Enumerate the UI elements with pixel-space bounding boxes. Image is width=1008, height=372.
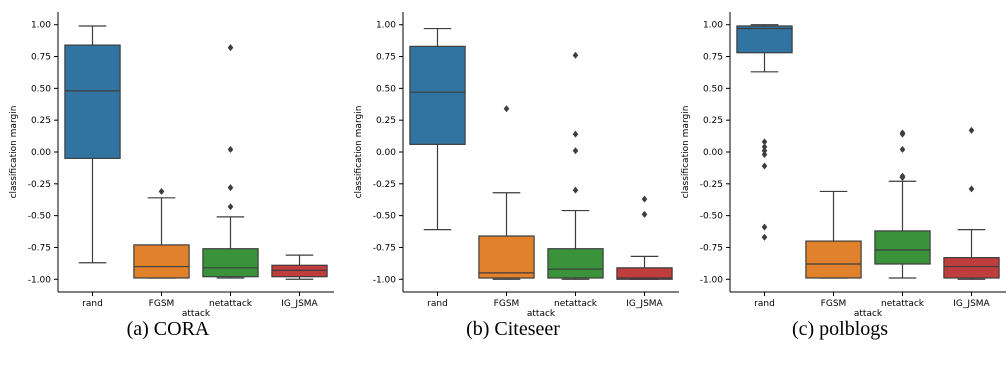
y-tick-label: -0.25 bbox=[700, 180, 723, 190]
outlier-point bbox=[641, 210, 648, 218]
panel-caption: (c) polblogs bbox=[791, 318, 889, 340]
x-tick-label: FGSM bbox=[821, 299, 847, 309]
panel-polblogs: 1.00 0.75 0.50 0.25 0.00 -0.25 -0.50 -0.75 -1.00… bbox=[672, 0, 1008, 372]
y-tick-label: 0.25 bbox=[31, 116, 51, 126]
y-tick-label: 0.75 bbox=[703, 53, 723, 63]
y-tick-label: 1.00 bbox=[31, 21, 51, 31]
outlier-point bbox=[968, 126, 975, 134]
boxplot-chart: 1.00 0.75 0.50 0.25 0.00 -0.25 -0.50 -0.75 -1.00… bbox=[681, 12, 1006, 319]
outlier-point bbox=[761, 150, 768, 159]
outlier-point bbox=[761, 233, 768, 241]
outlier-point bbox=[968, 185, 975, 193]
y-tick-label: 0.75 bbox=[376, 53, 396, 63]
outlier-point bbox=[572, 51, 579, 59]
x-tick-label: netattack bbox=[554, 299, 598, 309]
y-tick-label: 1.00 bbox=[376, 21, 396, 31]
y-tick-label: -0.25 bbox=[373, 180, 396, 190]
box bbox=[616, 267, 673, 280]
y-tick-label: -0.75 bbox=[28, 243, 51, 253]
outlier-point bbox=[227, 44, 234, 52]
box bbox=[943, 257, 1000, 279]
x-tick-label: IG_JSMA bbox=[953, 299, 990, 309]
x-tick-label: rand bbox=[754, 299, 775, 309]
x-axis-label: attack bbox=[182, 309, 211, 319]
outlier-point bbox=[761, 138, 768, 146]
y-tick-label: 0.75 bbox=[31, 53, 51, 63]
x-tick-label: netattack bbox=[209, 299, 253, 309]
outlier-point bbox=[761, 223, 768, 231]
panel-cora: 1.00 0.75 0.50 0.25 0.00 -0.25 -0.50 -0.75 -1.00… bbox=[0, 0, 336, 372]
x-tick-label: IG_JSMA bbox=[626, 299, 663, 309]
box bbox=[736, 25, 793, 54]
outlier-point bbox=[761, 143, 768, 151]
box bbox=[409, 45, 466, 145]
outlier-point bbox=[158, 187, 165, 196]
outlier-point bbox=[761, 147, 768, 155]
boxplot-chart: 1.00 0.75 0.50 0.25 0.00 -0.25 -0.50 -0.75 -1.00… bbox=[354, 12, 679, 319]
box bbox=[874, 230, 931, 265]
box bbox=[547, 248, 604, 279]
panel-caption: (a) CORA bbox=[126, 318, 210, 340]
x-tick-label: rand bbox=[82, 299, 103, 309]
panel-citeseer: 1.00 0.75 0.50 0.25 0.00 -0.25 -0.50 -0.75 -1.00… bbox=[345, 0, 681, 372]
outlier-point bbox=[899, 145, 906, 154]
outlier-point bbox=[227, 145, 234, 154]
y-tick-label: 0.50 bbox=[703, 84, 723, 94]
box bbox=[271, 264, 328, 278]
box bbox=[202, 248, 259, 278]
y-tick-label: -0.75 bbox=[373, 243, 396, 253]
x-tick-label: IG_JSMA bbox=[281, 299, 318, 309]
y-tick-label: 0.00 bbox=[376, 148, 396, 158]
x-tick-label: netattack bbox=[881, 299, 925, 309]
y-tick-label: -0.50 bbox=[373, 212, 397, 222]
outlier-point bbox=[572, 147, 579, 155]
y-tick-label: -1.00 bbox=[28, 275, 52, 285]
y-tick-label: 0.50 bbox=[376, 84, 396, 94]
panel-caption: (b) Citeseer bbox=[466, 318, 560, 340]
y-tick-label: 0.50 bbox=[31, 84, 51, 94]
outlier-point bbox=[899, 172, 906, 180]
box bbox=[478, 235, 535, 279]
y-axis-label: classification margin bbox=[9, 106, 19, 199]
outlier-point bbox=[641, 195, 648, 203]
y-tick-label: 0.25 bbox=[703, 116, 723, 126]
y-tick-label: 0.00 bbox=[31, 148, 51, 158]
outlier-point bbox=[227, 203, 234, 211]
outlier-point bbox=[572, 186, 579, 194]
y-axis-label: classification margin bbox=[681, 106, 691, 199]
outlier-point bbox=[572, 130, 579, 138]
x-tick-label: FGSM bbox=[494, 299, 520, 309]
y-tick-label: -0.50 bbox=[28, 212, 52, 222]
box bbox=[64, 44, 121, 159]
x-axis-label: attack bbox=[854, 309, 883, 319]
outlier-point bbox=[227, 184, 234, 192]
y-axis-label: classification margin bbox=[354, 106, 364, 199]
outlier-point bbox=[503, 105, 510, 113]
x-axis-label: attack bbox=[527, 309, 556, 319]
y-tick-label: -1.00 bbox=[373, 275, 397, 285]
box bbox=[805, 240, 862, 279]
y-tick-label: -0.75 bbox=[700, 243, 723, 253]
boxplot-chart: 1.00 0.75 0.50 0.25 0.00 -0.25 -0.50 -0.75 -1.00… bbox=[9, 12, 334, 319]
y-tick-label: 0.00 bbox=[703, 148, 723, 158]
y-tick-label: 0.25 bbox=[376, 116, 396, 126]
y-tick-label: 1.00 bbox=[703, 21, 723, 31]
y-tick-label: -1.00 bbox=[700, 275, 724, 285]
outlier-point bbox=[761, 162, 768, 170]
x-tick-label: FGSM bbox=[149, 299, 175, 309]
y-tick-label: -0.25 bbox=[28, 180, 51, 190]
outlier-point bbox=[899, 129, 906, 137]
x-tick-label: rand bbox=[427, 299, 448, 309]
box bbox=[133, 244, 190, 279]
y-tick-label: -0.50 bbox=[700, 212, 724, 222]
